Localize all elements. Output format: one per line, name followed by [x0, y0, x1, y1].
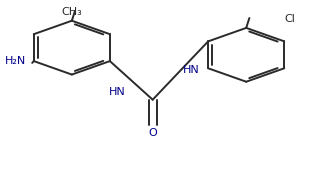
Text: O: O — [148, 128, 157, 138]
Text: H₂N: H₂N — [5, 56, 27, 66]
Text: Cl: Cl — [284, 14, 295, 24]
Text: CH₃: CH₃ — [62, 7, 82, 17]
Text: HN: HN — [109, 87, 126, 97]
Text: HN: HN — [183, 65, 199, 75]
